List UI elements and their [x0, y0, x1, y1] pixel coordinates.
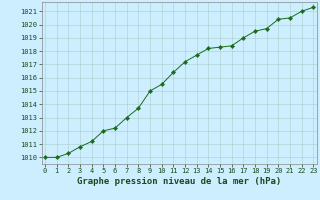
- X-axis label: Graphe pression niveau de la mer (hPa): Graphe pression niveau de la mer (hPa): [77, 177, 281, 186]
